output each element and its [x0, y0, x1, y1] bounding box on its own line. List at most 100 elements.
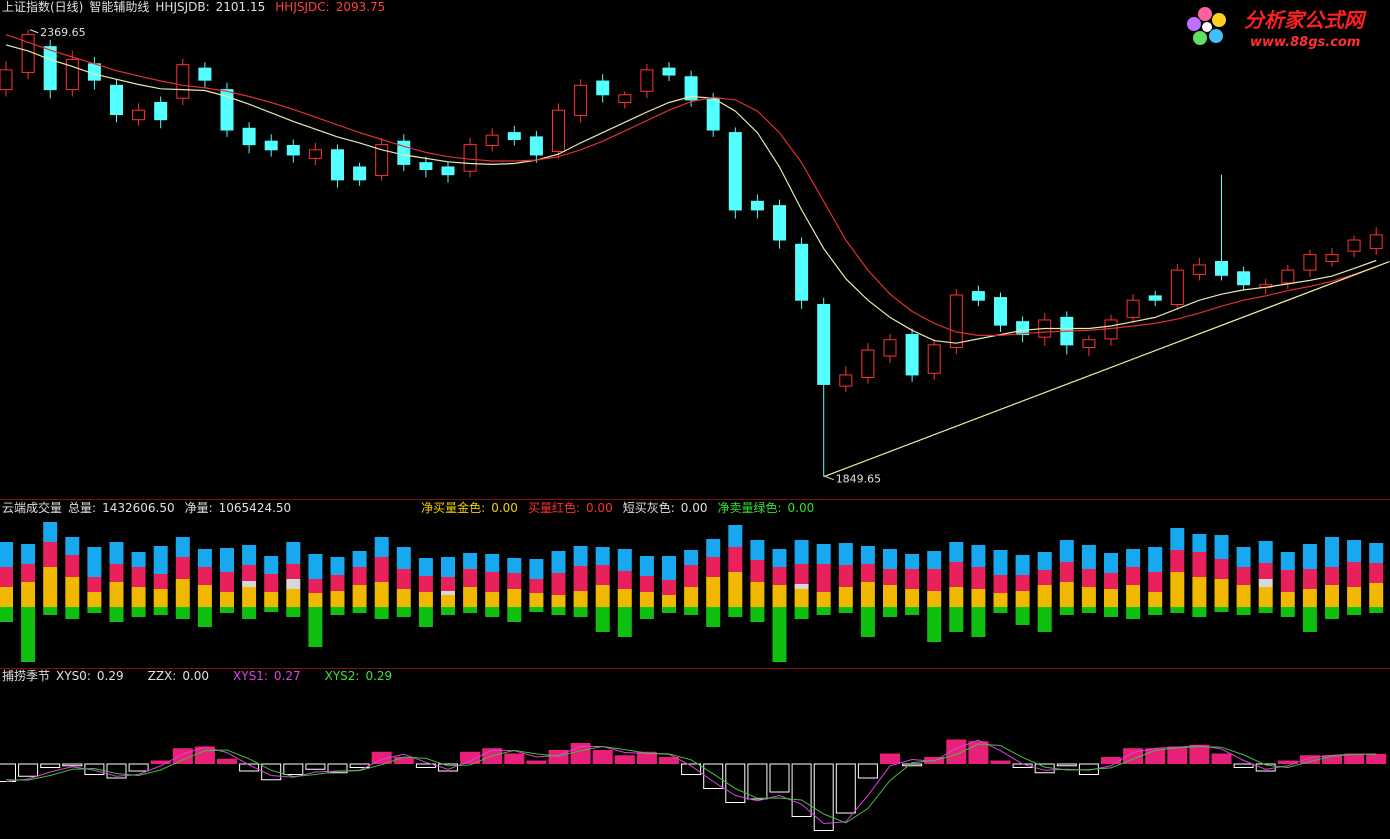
- readout-label: 净量:: [184, 501, 213, 515]
- volume-segment: [883, 585, 897, 607]
- candle-body: [331, 149, 344, 181]
- readout-label: 总量:: [68, 501, 97, 515]
- candle-body: [176, 64, 190, 99]
- oscillator-bar: [1322, 755, 1342, 764]
- candle-body: [375, 144, 389, 177]
- volume-segment: [551, 607, 566, 615]
- candle-body: [242, 127, 256, 146]
- volume-segment: [551, 595, 566, 607]
- volume-segment: [0, 567, 13, 587]
- moving-average-line: [5, 44, 1377, 344]
- volume-segment: [927, 607, 942, 642]
- readout-value: 0.29: [96, 669, 124, 683]
- volume-segment: [860, 564, 875, 582]
- candle-body: [750, 200, 764, 211]
- oscillator-bar: [1366, 753, 1387, 764]
- volume-segment: [595, 585, 610, 607]
- volume-segment: [175, 607, 190, 619]
- volume-segment: [1148, 592, 1163, 607]
- volume-segment: [529, 559, 544, 579]
- candle-body: [817, 303, 831, 385]
- volume-segment: [993, 550, 1008, 575]
- volume-segment: [595, 547, 610, 565]
- volume-segment: [684, 607, 699, 615]
- candle-body: [1237, 271, 1251, 286]
- volume-segment: [308, 579, 323, 593]
- volume-segment: [1347, 540, 1362, 562]
- volume-segment: [551, 551, 566, 573]
- volume-segment: [43, 522, 58, 542]
- volume-segment: [662, 580, 676, 595]
- oscillator-bar: [747, 763, 768, 800]
- volume-segment: [949, 607, 964, 632]
- volume-segment: [816, 607, 831, 615]
- volume-segment: [43, 567, 58, 607]
- volume-segment: [463, 553, 478, 569]
- volume-segment: [1015, 607, 1030, 625]
- volume-segment: [838, 543, 853, 565]
- oscillator-bar: [990, 760, 1011, 764]
- readout-value: 2093.75: [335, 0, 386, 14]
- oscillator-bar: [614, 755, 635, 764]
- volume-segment: [109, 582, 124, 607]
- oscillator-bar: [526, 760, 547, 764]
- volume-segment: [1236, 567, 1251, 585]
- volume-segment: [1280, 592, 1295, 607]
- oscillator-bar: [18, 763, 39, 777]
- readout-value: 1432606.50: [102, 501, 175, 515]
- volume-segment: [905, 554, 920, 569]
- volume-segment: [1325, 537, 1339, 567]
- candle-body: [552, 109, 565, 152]
- volume-segment: [838, 565, 853, 587]
- volume-segment: [65, 577, 80, 607]
- volume-segment: [1126, 567, 1141, 585]
- logo-url: www.88gs.com: [1250, 35, 1360, 50]
- volume-segment: [1126, 607, 1141, 619]
- volume-segment: [418, 576, 433, 592]
- volume-segment: [1126, 549, 1141, 567]
- volume-segment: [883, 569, 897, 585]
- volume-segment: [507, 589, 522, 607]
- oscillator-bar: [725, 763, 746, 803]
- volume-segment: [905, 607, 920, 615]
- volume-segment: [1081, 607, 1096, 613]
- candle-body: [264, 140, 278, 151]
- volume-segment: [1037, 552, 1052, 570]
- volume-segment: [551, 573, 566, 595]
- panel-title: 上证指数(日线): [2, 0, 84, 14]
- volume-segment: [286, 607, 301, 617]
- oscillator-bar: [1299, 755, 1320, 764]
- oscillator-bar: [305, 763, 326, 770]
- candle-body: [1148, 295, 1162, 301]
- volume-segment: [1104, 573, 1118, 589]
- candle-body: [419, 162, 433, 171]
- volume-segment: [0, 542, 13, 567]
- volume-segment: [1192, 534, 1207, 552]
- volume-segment: [617, 607, 632, 637]
- volume-segment: [1037, 607, 1052, 632]
- volume-segment: [21, 564, 36, 582]
- volume-segment: [242, 581, 257, 587]
- volume-segment: [131, 587, 146, 607]
- volume-segment: [153, 574, 168, 589]
- volume-segment: [927, 591, 942, 607]
- volume-segment: [1081, 569, 1096, 587]
- volume-segment: [639, 592, 654, 607]
- volume-segment: [971, 567, 986, 589]
- volume-segment: [1015, 575, 1030, 591]
- volume-segment: [794, 589, 809, 607]
- volume-segment: [883, 607, 897, 617]
- volume-segment: [87, 577, 102, 592]
- candle-body: [353, 166, 367, 181]
- volume-segment: [242, 607, 257, 619]
- volume-segment: [1302, 607, 1317, 632]
- candle-body: [1303, 254, 1317, 271]
- volume-segment: [197, 549, 212, 567]
- volume-segment: [573, 546, 588, 566]
- volume-segment: [352, 585, 367, 607]
- volume-segment: [418, 592, 433, 607]
- volume-segment: [264, 556, 279, 574]
- volume-segment: [197, 567, 212, 585]
- candle-body: [971, 291, 985, 301]
